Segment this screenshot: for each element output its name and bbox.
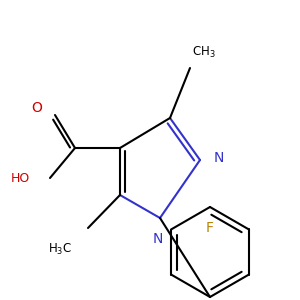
Text: HO: HO	[11, 172, 30, 184]
Text: N: N	[153, 232, 163, 246]
Text: N: N	[214, 151, 224, 165]
Text: CH$_3$: CH$_3$	[192, 45, 216, 60]
Text: O: O	[32, 101, 42, 115]
Text: F: F	[206, 221, 214, 235]
Text: H$_3$C: H$_3$C	[48, 242, 72, 257]
